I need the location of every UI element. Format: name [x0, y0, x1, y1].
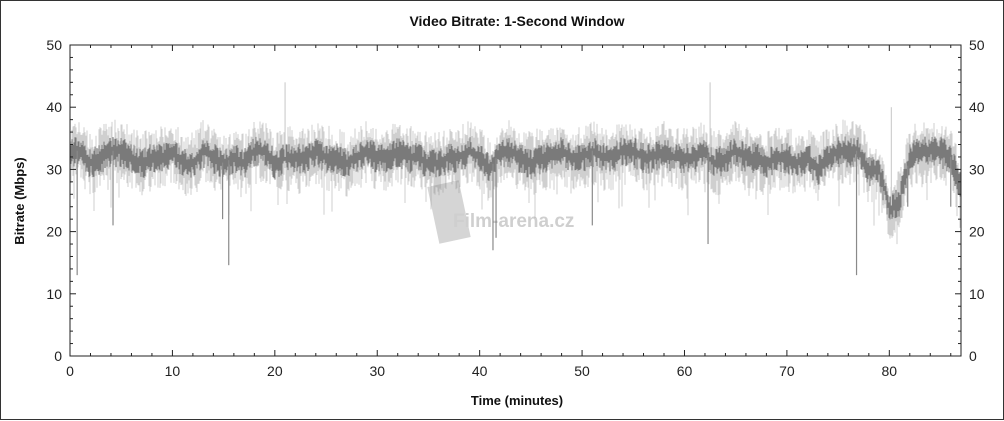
watermark-text: Film-arena.cz [453, 211, 574, 232]
x-tick-label: 60 [677, 363, 693, 379]
average-series [70, 136, 961, 220]
y-tick-label-left: 40 [46, 99, 62, 115]
y-tick-label-right: 0 [969, 348, 977, 364]
y-axis-label: Bitrate (Mbps) [12, 157, 27, 244]
y-tick-label-left: 20 [46, 224, 62, 240]
x-tick-label: 80 [882, 363, 898, 379]
x-axis-label: Time (minutes) [471, 393, 563, 408]
x-tick-label: 20 [267, 363, 283, 379]
x-tick-label: 10 [165, 363, 181, 379]
plot-border [69, 44, 962, 357]
x-tick-label: 0 [66, 363, 74, 379]
y-tick-label-left: 10 [46, 286, 62, 302]
y-tick-label-left: 50 [46, 37, 62, 53]
y-tick-label-right: 20 [969, 224, 985, 240]
y-tick-label-right: 50 [969, 37, 985, 53]
x-tick-label: 30 [369, 363, 385, 379]
film-clapper-icon [427, 180, 471, 244]
y-tick-label-right: 40 [969, 99, 985, 115]
y-tick-label-left: 0 [54, 348, 62, 364]
y-tick-label-right: 30 [969, 161, 985, 177]
y-tick-label-left: 30 [46, 161, 62, 177]
peak-series [70, 119, 961, 245]
x-tick-label: 70 [779, 363, 795, 379]
chart-title: Video Bitrate: 1-Second Window [409, 13, 624, 29]
y-tick-label-right: 10 [969, 286, 985, 302]
x-tick-label: 50 [574, 363, 590, 379]
watermark-logo: Film-arena.cz [427, 180, 574, 244]
x-tick-label: 40 [472, 363, 488, 379]
